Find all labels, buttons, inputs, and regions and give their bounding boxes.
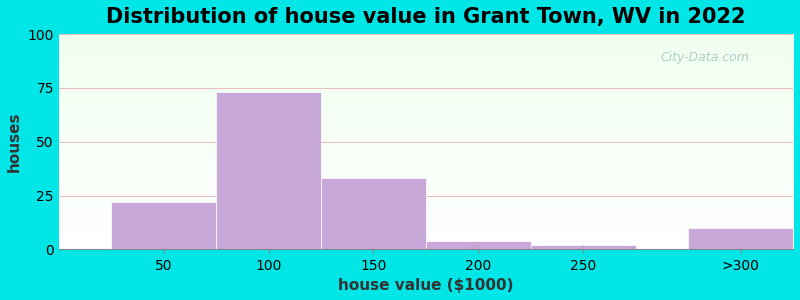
X-axis label: house value ($1000): house value ($1000) [338, 278, 514, 293]
Bar [216, 92, 321, 250]
Bar [426, 241, 530, 250]
Bar [688, 228, 793, 250]
Bar [321, 178, 426, 250]
Title: Distribution of house value in Grant Town, WV in 2022: Distribution of house value in Grant Tow… [106, 7, 746, 27]
Y-axis label: houses: houses [7, 112, 22, 172]
Text: City-Data.com: City-Data.com [661, 51, 750, 64]
Bar [530, 245, 636, 250]
Bar [111, 202, 216, 250]
